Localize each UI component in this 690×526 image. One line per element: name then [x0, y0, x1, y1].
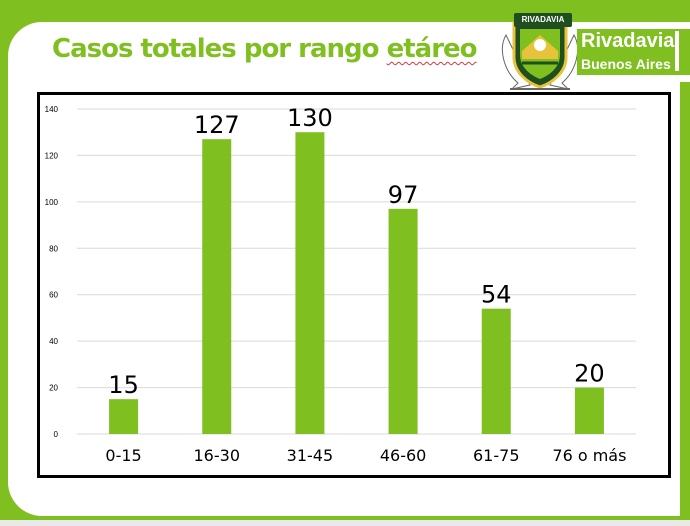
data-label: 54 — [481, 281, 512, 309]
data-label: 127 — [194, 111, 240, 139]
slide-title-main: Casos totales por rango — [52, 34, 387, 64]
bar-61-75 — [481, 308, 511, 434]
bars — [109, 132, 604, 434]
category-label: 16-30 — [194, 446, 241, 465]
y-tick-label: 60 — [49, 291, 58, 300]
category-label: 76 o más — [552, 446, 626, 465]
category-label: 61-75 — [473, 446, 520, 465]
y-tick-label: 20 — [49, 384, 58, 393]
y-tick-label: 120 — [45, 151, 59, 160]
logo-divider — [675, 31, 679, 71]
slide-title-flagged-word: etáreo — [386, 34, 478, 64]
bar-76-o-más — [574, 387, 604, 434]
bar-31-45 — [295, 132, 325, 434]
bar-chart: 0 20 40 60 80 100 120 140 15 127 130 97 54 20 0-15 16… — [45, 104, 636, 465]
y-tick-label: 100 — [45, 198, 59, 207]
logo-subtitle: Buenos Aires — [577, 53, 690, 75]
category-label: 0-15 — [105, 446, 141, 465]
y-tick-label: 0 — [54, 430, 59, 439]
data-label: 97 — [388, 181, 419, 209]
data-label: 15 — [108, 371, 139, 399]
slide-bottom-line — [0, 520, 690, 526]
logo-banner: RIVADAVIA — [514, 13, 572, 27]
bar-16-30 — [202, 139, 232, 434]
chart-frame: 0 20 40 60 80 100 120 140 15 127 130 97 54 20 0-15 16… — [37, 92, 671, 478]
y-tick-label: 80 — [49, 244, 58, 253]
coat-of-arms-icon — [502, 21, 578, 90]
category-label: 46-60 — [380, 446, 427, 465]
category-labels: 0-15 16-30 31-45 46-60 61-75 76 o más — [105, 446, 626, 465]
bar-0-15 — [109, 399, 139, 434]
y-axis-ticks: 0 20 40 60 80 100 120 140 — [45, 105, 59, 439]
y-tick-label: 140 — [45, 105, 59, 114]
category-label: 31-45 — [287, 446, 334, 465]
slide-title: Casos totales por rango etáreo — [52, 34, 478, 64]
data-label: 130 — [287, 104, 333, 132]
data-label: 20 — [574, 360, 605, 388]
logo-name: Rivadavia — [577, 29, 690, 53]
grid-lines — [77, 108, 636, 435]
y-tick-label: 40 — [49, 337, 58, 346]
bar-46-60 — [388, 208, 418, 434]
municipality-logo: RIVADAVIA Rivadavia Buenos Aires — [500, 5, 690, 95]
data-labels: 15 127 130 97 54 20 — [108, 104, 604, 399]
